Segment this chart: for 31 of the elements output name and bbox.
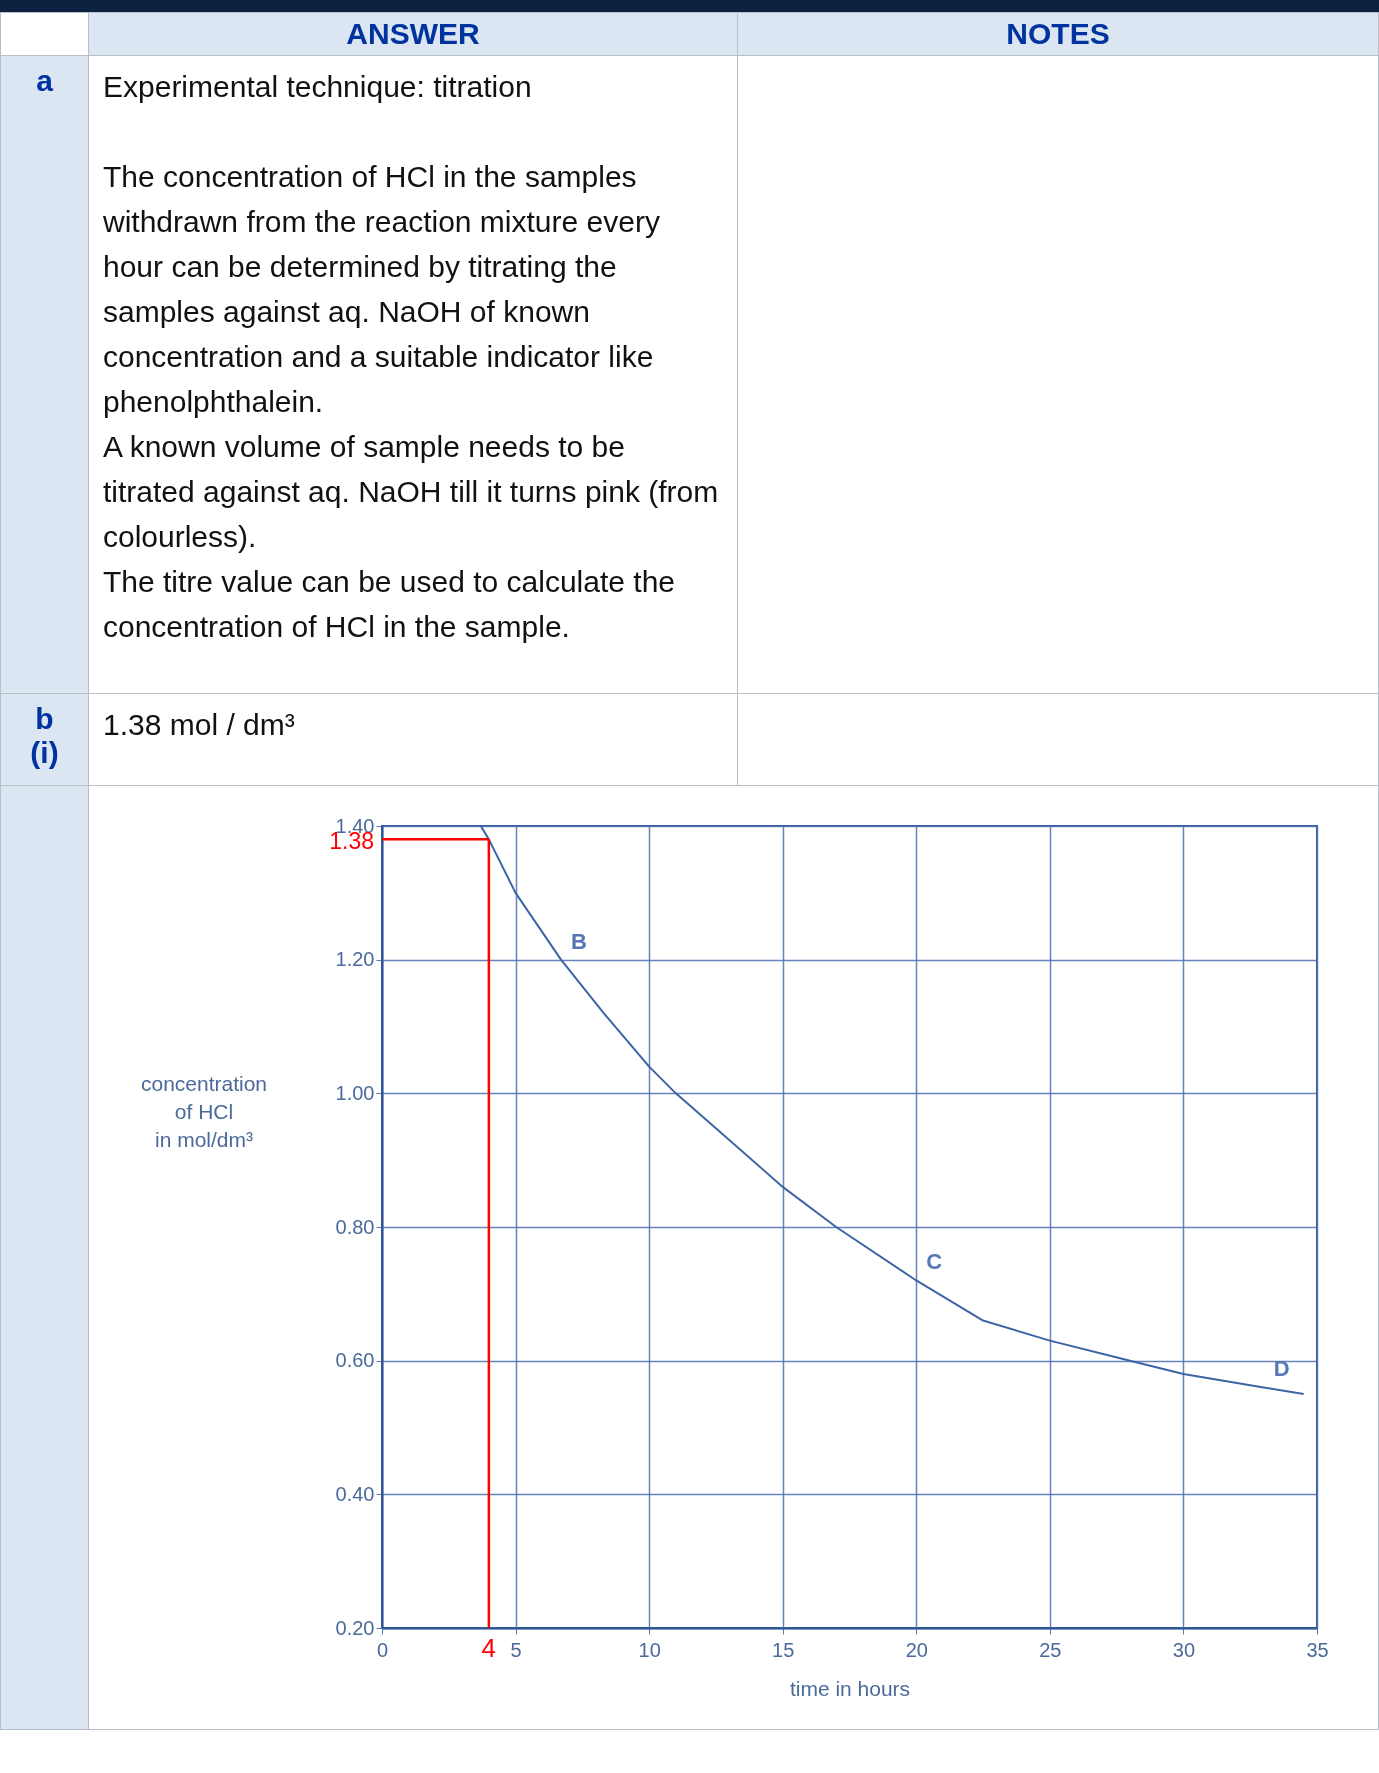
x-tick-label: 35 — [1306, 1638, 1329, 1661]
x-tick-label: 30 — [1172, 1638, 1196, 1661]
text: 1.38 mol / dm³ — [103, 707, 296, 743]
y-tick-label: 1.20 — [335, 948, 375, 971]
x-tick-label: 10 — [638, 1638, 661, 1661]
text: (i) — [29, 736, 60, 770]
annotation: B — [571, 928, 587, 954]
x-tick-label: 25 — [1039, 1638, 1062, 1661]
line-series — [479, 826, 1305, 1396]
y-tick-label: 1.00 — [335, 1081, 375, 1104]
text: b — [34, 702, 55, 736]
text: The titre value can be used to calculate the concentration of HCl in the sample. — [103, 564, 677, 645]
x-tick-label: 0 — [376, 1638, 389, 1661]
y-tick-label: 0.20 — [335, 1616, 375, 1639]
x-axis-title: time in hours — [789, 1676, 911, 1700]
text: NOTES — [737, 12, 1379, 56]
annotation: D — [1273, 1356, 1290, 1382]
text: A known volume of sample needs to be titrated against aq. NaOH till it turns pink (from colourless). — [103, 429, 720, 555]
annotation: C — [926, 1249, 943, 1275]
y-tick-label: 0.80 — [335, 1215, 375, 1238]
ref-line-label: 4 — [481, 1633, 497, 1663]
x-tick-label: 5 — [510, 1638, 522, 1661]
x-tick-label: 20 — [905, 1638, 928, 1661]
x-tick-label: 15 — [772, 1638, 795, 1661]
y-axis-title: concentration of HCl in mol/dm³ — [140, 1072, 268, 1151]
text: The concentration of HCl in the samples withdrawn from the reaction mixture every hour can be determined by titrating the samples against aq. NaOH of known concentration and a suitable indicator like phenolphthalein. — [103, 159, 661, 420]
y-tick-label: 0.40 — [335, 1482, 375, 1505]
y-tick-label: 0.60 — [335, 1349, 375, 1372]
text: Experimental technique: titration — [103, 69, 533, 105]
text: a — [0, 55, 89, 694]
text: ANSWER — [88, 12, 738, 56]
